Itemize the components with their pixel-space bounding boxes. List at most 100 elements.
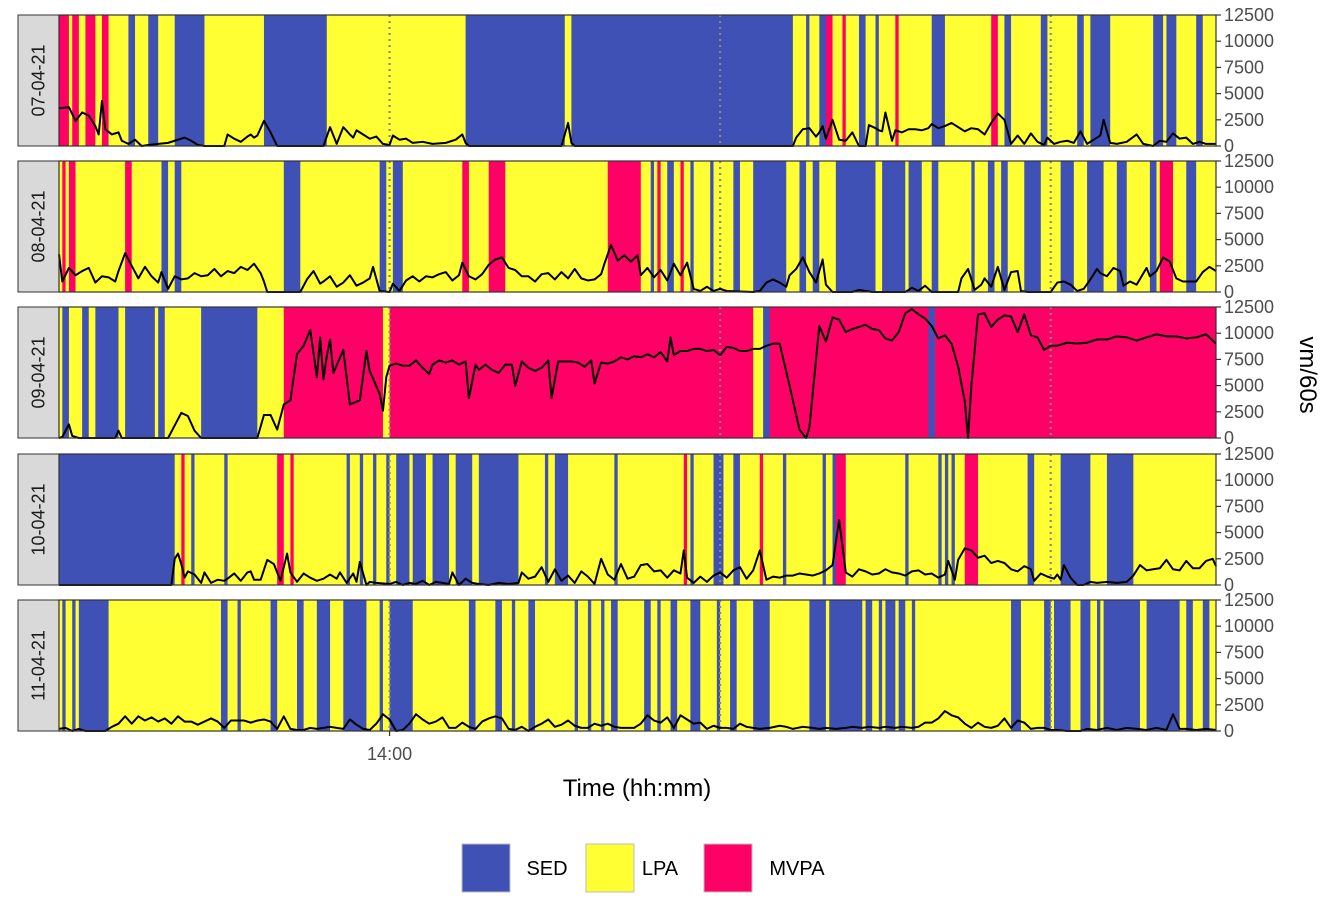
facet-strip xyxy=(17,453,60,586)
activity-segment-lpa xyxy=(977,454,1028,585)
activity-segment-lpa xyxy=(412,600,470,731)
y-tick-label: 2500 xyxy=(1224,110,1264,130)
y-tick-label: 2500 xyxy=(1224,256,1264,276)
legend-label: LPA xyxy=(642,858,679,880)
activity-segment-sed xyxy=(125,307,156,438)
activity-segment-lpa xyxy=(1050,600,1055,731)
activity-segment-sed xyxy=(829,600,863,731)
facet-strip-label: 08-04-21 xyxy=(29,190,49,262)
activity-segment-lpa xyxy=(402,161,463,292)
panel-border xyxy=(58,306,1217,439)
activity-segment-lpa xyxy=(227,454,278,585)
activity-segment-lpa xyxy=(786,454,824,585)
activity-segment-lpa xyxy=(1040,161,1062,292)
activity-segment-sed xyxy=(128,15,136,146)
activity-segment-sed xyxy=(554,454,569,585)
y-tick-label: 5000 xyxy=(1224,230,1264,250)
activity-segment-lpa xyxy=(1209,600,1217,731)
activity-segment-sed xyxy=(161,161,169,292)
activity-segment-lpa xyxy=(78,15,86,146)
activity-segment-lpa xyxy=(878,15,896,146)
panel-border xyxy=(58,14,1217,147)
activity-segment-sed xyxy=(237,600,242,731)
activity-segment-lpa xyxy=(1133,454,1217,585)
activity-segment-sed xyxy=(806,15,810,146)
activity-segment-sed xyxy=(885,600,896,731)
activity-segment-lpa xyxy=(895,600,900,731)
panel-border xyxy=(58,453,1217,586)
activity-segment-sed xyxy=(59,454,176,585)
activity-segment-sed xyxy=(587,600,592,731)
activity-segment-lpa xyxy=(475,600,496,731)
activity-segment-sed xyxy=(898,600,906,731)
activity-segment-lpa xyxy=(349,454,361,585)
activity-segment-sed xyxy=(455,454,473,585)
activity-segment-mvpa xyxy=(72,15,80,146)
activity-segment-sed xyxy=(713,454,724,585)
y-tick-label: 10000 xyxy=(1224,31,1274,51)
activity-segment-mvpa xyxy=(935,307,1217,438)
activity-segment-sed xyxy=(951,454,956,585)
activity-segment-sed xyxy=(611,600,619,731)
activity-segment-lpa xyxy=(204,15,265,146)
activity-segment-sed xyxy=(1103,600,1141,731)
activity-segment-lpa xyxy=(449,454,457,585)
activity-segment-sed xyxy=(432,454,450,585)
activity-segment-sed xyxy=(396,454,410,585)
activity-segment-sed xyxy=(650,161,655,292)
activity-segment-sed xyxy=(95,307,119,438)
activity-segment-sed xyxy=(1060,454,1091,585)
activity-segment-sed xyxy=(1024,161,1042,292)
activity-segment-sed xyxy=(386,454,390,585)
activity-segment-lpa xyxy=(330,600,344,731)
activity-segment-mvpa xyxy=(607,161,642,292)
activity-segment-sed xyxy=(62,600,67,731)
activity-segment-sed xyxy=(1146,600,1181,731)
activity-segment-sed xyxy=(690,600,701,731)
activity-segment-sed xyxy=(908,161,923,292)
facet-strip-label: 10-04-21 xyxy=(29,483,49,555)
activity-segment-lpa xyxy=(700,600,718,731)
activity-segment-lpa xyxy=(786,161,800,292)
activity-segment-mvpa xyxy=(85,15,96,146)
activity-segment-lpa xyxy=(650,600,658,731)
y-tick-label: 12500 xyxy=(1224,590,1274,610)
activity-segment-lpa xyxy=(806,161,814,292)
activity-segment-sed xyxy=(1077,15,1085,146)
activity-segment-sed xyxy=(733,454,741,585)
activity-segment-lpa xyxy=(591,600,602,731)
activity-segment-sed xyxy=(571,15,794,146)
y-tick-label: 7500 xyxy=(1224,349,1264,369)
activity-segment-lpa xyxy=(905,600,913,731)
activity-segment-lpa xyxy=(1034,454,1062,585)
activity-segment-sed xyxy=(670,600,678,731)
legend-key-sed xyxy=(461,843,511,893)
activity-segment-mvpa xyxy=(181,454,186,585)
activity-segment-lpa xyxy=(994,161,1002,292)
activity-segment-mvpa xyxy=(125,161,133,292)
activity-segment-sed xyxy=(819,15,827,146)
activity-segment-mvpa xyxy=(68,161,76,292)
activity-segment-sed xyxy=(690,161,695,292)
activity-segment-mvpa xyxy=(59,15,70,146)
legend: SED LPA MVPA xyxy=(461,843,825,893)
activity-segment-sed xyxy=(882,161,906,292)
activity-segment-sed xyxy=(346,454,351,585)
activity-segment-lpa xyxy=(1020,600,1045,731)
activity-segment-lpa xyxy=(376,454,387,585)
activity-segment-lpa xyxy=(915,600,1012,731)
activity-segment-lpa xyxy=(1083,15,1091,146)
activity-segment-lpa xyxy=(1047,15,1078,146)
activity-segment-sed xyxy=(1166,15,1177,146)
activity-segment-sed xyxy=(392,161,404,292)
activity-segment-sed xyxy=(158,307,166,438)
activity-segment-lpa xyxy=(617,454,685,585)
x-tick-label: 14:00 xyxy=(367,744,412,764)
activity-segment-lpa xyxy=(168,161,176,292)
activity-segment-lpa xyxy=(1007,161,1025,292)
activity-segment-sed xyxy=(858,15,866,146)
activity-segment-sed xyxy=(511,600,516,731)
y-tick-label: 5000 xyxy=(1224,376,1264,396)
activity-segment-lpa xyxy=(472,454,480,585)
activity-segment-lpa xyxy=(515,600,529,731)
